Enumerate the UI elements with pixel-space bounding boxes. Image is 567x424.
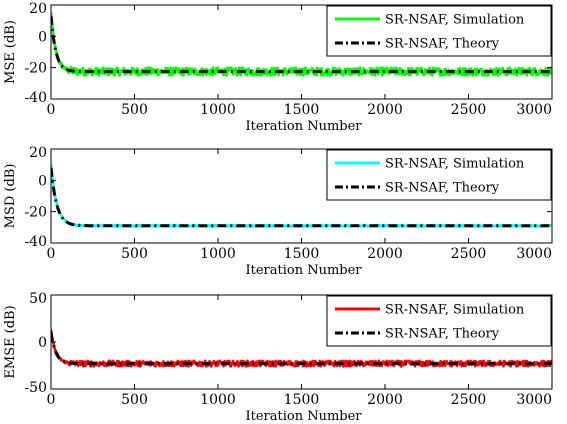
- x-tick-label: 3000: [516, 246, 552, 262]
- x-axis-label: Iteration Number: [245, 409, 362, 424]
- chart-panel-2: 0 500 1000 1500 2000 2500 3000 -40 -20 0 20 Iterati…: [3, 145, 553, 278]
- legend-label: SR-NSAF, Simulation: [385, 157, 525, 172]
- x-tick-label: 500: [121, 392, 148, 408]
- x-tick-label: 2500: [451, 102, 487, 118]
- legend-label: SR-NSAF, Theory: [385, 327, 500, 342]
- x-tick-label: 500: [121, 246, 148, 262]
- x-tick-label: 3000: [516, 102, 552, 118]
- legend-label: SR-NSAF, Theory: [385, 181, 500, 196]
- x-tick-label: 2000: [367, 392, 403, 408]
- chart-panel-1: 0 500 1000 1500 2000 2500 3000 -40 -20 0 20 Iterati…: [3, 1, 553, 134]
- legend-label: SR-NSAF, Simulation: [385, 303, 525, 318]
- x-tick-label: 3000: [516, 392, 552, 408]
- series-line-simulation: [51, 329, 552, 368]
- legend: SR-NSAF, Simulation SR-NSAF, Theory: [326, 149, 552, 201]
- y-tick-label: -20: [24, 61, 47, 77]
- chart-panel-3: 0 500 1000 1500 2000 2500 3000-50050Iteration …: [3, 291, 553, 424]
- y-tick-label: -40: [24, 234, 47, 250]
- x-tick-label: 500: [121, 102, 148, 118]
- x-axis-label: Iteration Number: [245, 119, 362, 134]
- x-tick-label: 1000: [200, 246, 236, 262]
- x-tick-label: 1000: [200, 102, 236, 118]
- y-tick-label: -50: [24, 380, 47, 396]
- y-tick-label: -20: [24, 205, 47, 221]
- x-tick-label: 0: [47, 102, 56, 118]
- y-tick-label: 0: [38, 335, 47, 351]
- series-line-theory: [51, 167, 552, 228]
- legend-box: [326, 149, 552, 201]
- x-tick-label: 2500: [451, 392, 487, 408]
- y-tick-label: 0: [38, 29, 47, 45]
- legend: SR-NSAF, Simulation SR-NSAF, Theory: [326, 295, 552, 347]
- y-axis-label: MSE (dB): [3, 20, 18, 84]
- y-tick-label: 20: [29, 1, 47, 17]
- x-tick-label: 1500: [284, 392, 320, 408]
- x-tick-label: 0: [47, 392, 56, 408]
- y-tick-label: -40: [24, 90, 47, 106]
- y-tick-label: 20: [29, 145, 47, 161]
- series-line-theory: [51, 15, 552, 74]
- legend-box: [326, 5, 552, 57]
- legend: SR-NSAF, Simulation SR-NSAF, Theory: [326, 5, 552, 57]
- legend-label: SR-NSAF, Simulation: [385, 13, 525, 28]
- y-tick-label: 0: [38, 173, 47, 189]
- y-axis-label: MSD (dB): [3, 164, 18, 229]
- x-tick-label: 2000: [367, 246, 403, 262]
- x-tick-label: 2500: [451, 246, 487, 262]
- series-line-theory: [51, 332, 552, 366]
- x-tick-label: 0: [47, 246, 56, 262]
- legend-box: [326, 295, 552, 347]
- y-tick-label: 50: [29, 291, 47, 307]
- x-tick-label: 2000: [367, 102, 403, 118]
- y-axis-label: EMSE (dB): [3, 305, 18, 378]
- legend-label: SR-NSAF, Theory: [385, 37, 500, 52]
- x-axis-label: Iteration Number: [245, 263, 362, 278]
- x-tick-label: 1000: [200, 392, 236, 408]
- x-tick-label: 1500: [284, 246, 320, 262]
- x-tick-label: 1500: [284, 102, 320, 118]
